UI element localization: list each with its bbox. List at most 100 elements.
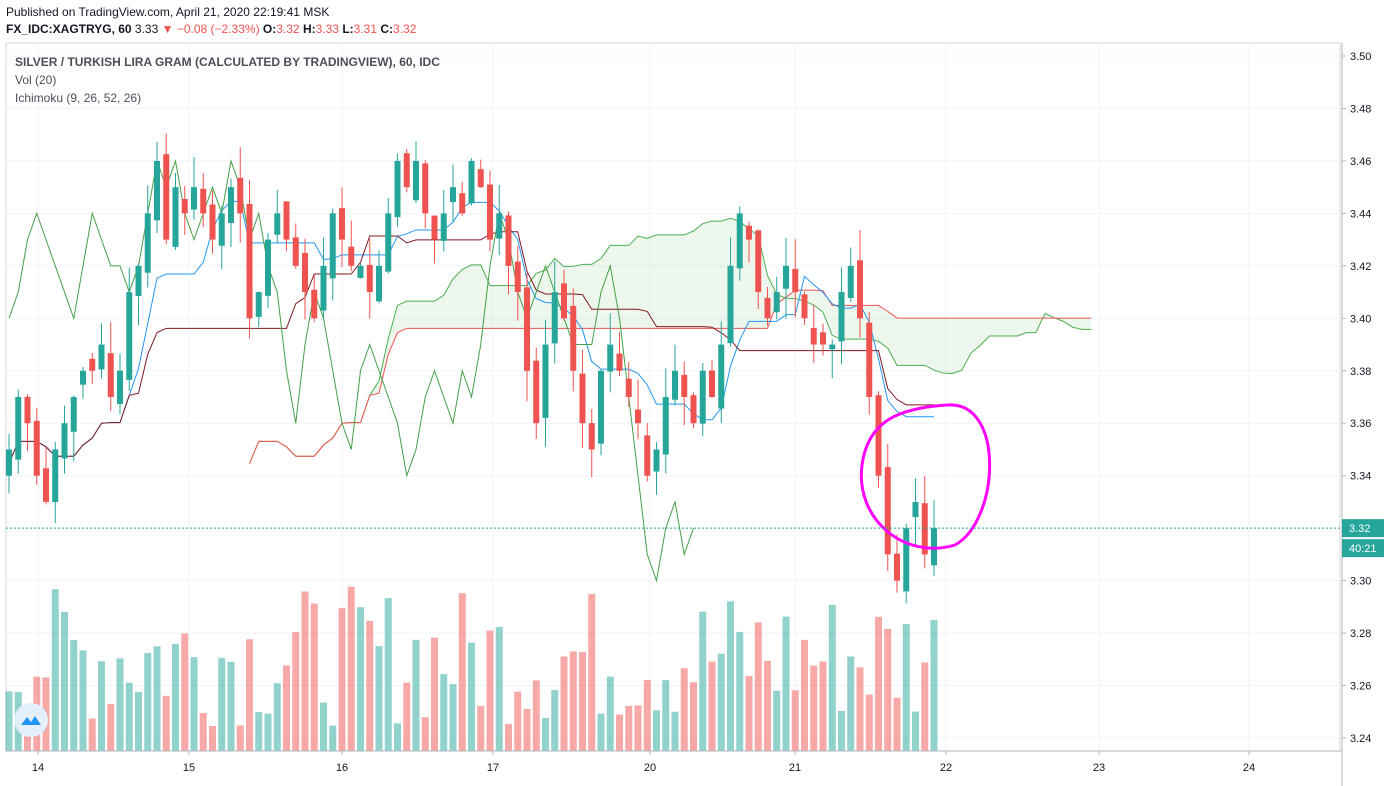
volume-bar bbox=[551, 690, 559, 751]
volume-bar bbox=[690, 682, 697, 751]
candle-body bbox=[144, 213, 151, 273]
candle-body bbox=[366, 264, 373, 293]
candle bbox=[237, 147, 244, 243]
candle-body bbox=[866, 322, 873, 397]
candle-body bbox=[579, 373, 586, 424]
candle bbox=[339, 187, 345, 267]
candle bbox=[218, 205, 225, 270]
candle-body bbox=[542, 344, 549, 418]
candle bbox=[422, 160, 429, 229]
volume-bar bbox=[542, 718, 549, 751]
volume-bar bbox=[98, 661, 105, 751]
candle bbox=[98, 323, 105, 379]
candle bbox=[33, 407, 40, 485]
candle-body bbox=[662, 397, 669, 455]
candle bbox=[561, 269, 567, 321]
volume-bar bbox=[893, 697, 901, 751]
volume-bar bbox=[662, 680, 670, 751]
candle-body bbox=[672, 370, 678, 400]
candle bbox=[598, 369, 604, 456]
volume-bar bbox=[847, 656, 855, 751]
last-price: 3.33 bbox=[134, 22, 159, 36]
volume-bar bbox=[791, 690, 799, 751]
candle bbox=[181, 186, 188, 235]
candle bbox=[292, 223, 299, 269]
candle bbox=[746, 221, 752, 263]
candle-body bbox=[61, 423, 68, 459]
candle bbox=[440, 190, 447, 252]
ichimoku-cloud bbox=[249, 218, 1092, 464]
volume-bar bbox=[579, 652, 586, 751]
candle bbox=[866, 312, 873, 415]
volume-bar bbox=[283, 665, 290, 751]
ichimoku-lines bbox=[8, 158, 1092, 583]
candle-body bbox=[857, 260, 863, 319]
volume-bar bbox=[865, 694, 873, 751]
cloud-fill bbox=[249, 218, 1092, 464]
y-tick-label: 3.38 bbox=[1350, 366, 1371, 378]
ichimoku-legend[interactable]: Ichimoku (9, 26, 52, 26) bbox=[15, 91, 142, 105]
candle bbox=[357, 263, 364, 279]
volume-bar bbox=[810, 665, 818, 751]
candle bbox=[144, 185, 151, 288]
volume-bar bbox=[875, 616, 882, 751]
candle-body bbox=[172, 187, 179, 247]
candle-body bbox=[653, 449, 660, 472]
candle bbox=[718, 321, 725, 423]
candle-body bbox=[385, 213, 392, 272]
volume-bar bbox=[116, 658, 124, 751]
candle-body bbox=[736, 213, 743, 269]
volume-bar bbox=[912, 711, 919, 751]
candle bbox=[727, 237, 734, 347]
volume-bar bbox=[366, 620, 374, 751]
volume-bar bbox=[902, 624, 910, 751]
volume-bar bbox=[246, 639, 253, 751]
candle-body bbox=[718, 344, 725, 409]
last-price-badge: 3.32 bbox=[1349, 523, 1370, 535]
volume-bar bbox=[616, 714, 623, 751]
volume-bar bbox=[754, 622, 762, 751]
volume-bar bbox=[495, 626, 503, 751]
candle-body bbox=[801, 294, 808, 319]
y-tick-label: 3.36 bbox=[1350, 418, 1371, 430]
candle bbox=[274, 190, 281, 244]
x-tick-label: 24 bbox=[1243, 762, 1255, 774]
candle-body bbox=[52, 449, 59, 502]
volume-bar bbox=[338, 608, 346, 751]
close-value: 3.32 bbox=[393, 22, 417, 36]
candle bbox=[154, 141, 160, 233]
candle bbox=[570, 288, 577, 392]
candle bbox=[792, 239, 799, 318]
x-tick-label: 14 bbox=[32, 762, 44, 774]
candle-body bbox=[820, 332, 826, 345]
candle bbox=[191, 157, 197, 220]
low-value: 3.31 bbox=[353, 22, 378, 36]
x-tick-label: 21 bbox=[789, 762, 801, 774]
chart-axes: 3.24 3.26 3.28 3.30 3.32 3.34 3.36 3.38 3.40 3.42… bbox=[6, 43, 1384, 786]
volume-bar bbox=[153, 646, 161, 751]
volume-bar bbox=[477, 705, 485, 751]
candle-body bbox=[357, 265, 364, 278]
volume-bar bbox=[773, 690, 781, 751]
tradingview-logo-icon[interactable] bbox=[14, 703, 48, 737]
candle bbox=[450, 164, 456, 223]
candle bbox=[61, 405, 68, 474]
candle bbox=[931, 500, 937, 577]
volume-bar bbox=[708, 661, 716, 751]
volume-bar bbox=[107, 704, 115, 751]
candle-body bbox=[635, 409, 641, 424]
lagging-span bbox=[8, 158, 694, 583]
vol-legend[interactable]: Vol (20) bbox=[15, 73, 57, 87]
candle bbox=[783, 237, 789, 319]
volume-bar bbox=[421, 717, 429, 751]
candle-body bbox=[912, 501, 919, 518]
candle-body bbox=[598, 370, 604, 444]
candle bbox=[468, 158, 475, 206]
candle bbox=[625, 362, 632, 407]
volume-bar bbox=[209, 725, 216, 751]
volume-bar bbox=[51, 589, 59, 751]
candle-body bbox=[163, 154, 170, 240]
candle bbox=[80, 366, 86, 399]
volume-bar bbox=[727, 601, 734, 751]
